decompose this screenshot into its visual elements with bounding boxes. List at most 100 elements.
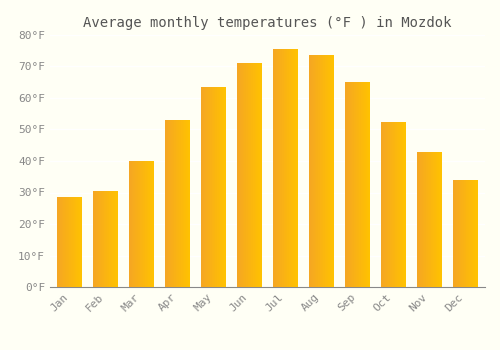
Bar bbox=[71, 197, 72, 287]
Bar bbox=[392, 121, 394, 287]
Bar bbox=[175, 120, 176, 287]
Bar bbox=[223, 87, 224, 287]
Bar bbox=[141, 161, 142, 287]
Bar bbox=[428, 152, 430, 287]
Bar bbox=[324, 55, 325, 287]
Bar bbox=[330, 55, 331, 287]
Bar bbox=[57, 197, 58, 287]
Bar bbox=[295, 49, 296, 287]
Bar bbox=[317, 55, 318, 287]
Bar bbox=[353, 82, 354, 287]
Bar bbox=[139, 161, 140, 287]
Bar bbox=[276, 49, 278, 287]
Bar bbox=[363, 82, 364, 287]
Bar bbox=[210, 87, 211, 287]
Bar bbox=[291, 49, 292, 287]
Bar bbox=[293, 49, 294, 287]
Bar bbox=[105, 191, 106, 287]
Bar bbox=[399, 121, 400, 287]
Bar bbox=[350, 82, 351, 287]
Bar bbox=[62, 197, 63, 287]
Bar bbox=[95, 191, 96, 287]
Bar bbox=[182, 120, 184, 287]
Bar bbox=[99, 191, 100, 287]
Bar bbox=[348, 82, 349, 287]
Bar bbox=[427, 152, 428, 287]
Bar bbox=[206, 87, 208, 287]
Bar bbox=[188, 120, 189, 287]
Bar bbox=[325, 55, 326, 287]
Bar bbox=[355, 82, 356, 287]
Bar bbox=[185, 120, 186, 287]
Bar bbox=[286, 49, 288, 287]
Bar bbox=[361, 82, 362, 287]
Bar bbox=[461, 180, 462, 287]
Bar bbox=[212, 87, 213, 287]
Bar bbox=[215, 87, 216, 287]
Bar bbox=[394, 121, 395, 287]
Bar bbox=[391, 121, 392, 287]
Bar bbox=[68, 197, 69, 287]
Bar bbox=[313, 55, 314, 287]
Bar bbox=[109, 191, 110, 287]
Bar bbox=[246, 63, 247, 287]
Bar bbox=[425, 152, 426, 287]
Bar bbox=[474, 180, 476, 287]
Bar bbox=[59, 197, 60, 287]
Bar bbox=[186, 120, 187, 287]
Bar bbox=[74, 197, 75, 287]
Bar bbox=[114, 191, 115, 287]
Bar bbox=[254, 63, 255, 287]
Bar bbox=[290, 49, 291, 287]
Bar bbox=[472, 180, 473, 287]
Bar bbox=[362, 82, 363, 287]
Bar bbox=[279, 49, 280, 287]
Bar bbox=[79, 197, 80, 287]
Bar bbox=[458, 180, 459, 287]
Bar bbox=[436, 152, 437, 287]
Bar bbox=[283, 49, 284, 287]
Bar bbox=[398, 121, 399, 287]
Bar bbox=[248, 63, 249, 287]
Bar bbox=[61, 197, 62, 287]
Bar bbox=[386, 121, 387, 287]
Bar bbox=[251, 63, 252, 287]
Bar bbox=[64, 197, 66, 287]
Bar bbox=[280, 49, 281, 287]
Bar bbox=[441, 152, 442, 287]
Bar bbox=[94, 191, 95, 287]
Bar bbox=[247, 63, 248, 287]
Bar bbox=[430, 152, 431, 287]
Bar bbox=[289, 49, 290, 287]
Bar bbox=[249, 63, 250, 287]
Bar bbox=[166, 120, 167, 287]
Bar bbox=[365, 82, 366, 287]
Bar bbox=[219, 87, 220, 287]
Bar bbox=[78, 197, 79, 287]
Bar bbox=[368, 82, 370, 287]
Bar bbox=[440, 152, 441, 287]
Bar bbox=[424, 152, 425, 287]
Bar bbox=[465, 180, 466, 287]
Bar bbox=[204, 87, 205, 287]
Bar bbox=[250, 63, 251, 287]
Bar bbox=[225, 87, 226, 287]
Bar bbox=[258, 63, 259, 287]
Bar bbox=[349, 82, 350, 287]
Bar bbox=[75, 197, 76, 287]
Title: Average monthly temperatures (°F ) in Mozdok: Average monthly temperatures (°F ) in Mo… bbox=[83, 16, 452, 30]
Bar bbox=[135, 161, 136, 287]
Bar bbox=[170, 120, 172, 287]
Bar bbox=[143, 161, 144, 287]
Bar bbox=[134, 161, 135, 287]
Bar bbox=[273, 49, 274, 287]
Bar bbox=[423, 152, 424, 287]
Bar bbox=[462, 180, 464, 287]
Bar bbox=[96, 191, 97, 287]
Bar bbox=[454, 180, 455, 287]
Bar bbox=[110, 191, 111, 287]
Bar bbox=[385, 121, 386, 287]
Bar bbox=[416, 152, 418, 287]
Bar bbox=[129, 161, 130, 287]
Bar bbox=[146, 161, 148, 287]
